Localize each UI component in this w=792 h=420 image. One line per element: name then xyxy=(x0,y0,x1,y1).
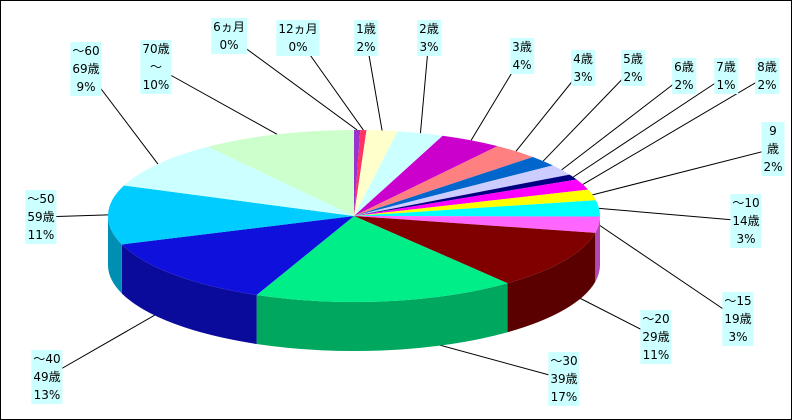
data-label: ～60 69歳 9% xyxy=(70,42,102,96)
slice xyxy=(256,216,508,302)
slice xyxy=(354,216,600,233)
slice xyxy=(354,131,443,216)
category-label: 1歳 xyxy=(356,22,376,36)
data-label: 2歳 3% xyxy=(417,20,441,56)
data-label: 9歳 2% xyxy=(761,122,785,176)
slice xyxy=(354,156,553,216)
value-label: 3% xyxy=(419,40,439,54)
leader-line xyxy=(561,75,685,171)
leader-line xyxy=(155,66,278,135)
category-label: 6ヵ月 xyxy=(213,20,245,34)
data-label: 3歳 4% xyxy=(510,38,534,74)
category-label: ～15 19歳 xyxy=(724,294,752,326)
leader-line xyxy=(598,224,739,320)
value-label: 2% xyxy=(757,78,777,92)
data-label: 12ヵ月 0% xyxy=(276,20,320,56)
slice xyxy=(354,130,367,216)
value-label: 3% xyxy=(573,70,593,84)
data-label: ～15 19歳 3% xyxy=(722,292,754,346)
leader-line xyxy=(228,35,358,131)
data-label: 6歳 2% xyxy=(672,58,696,94)
data-label: ～10 14歳 3% xyxy=(730,194,762,248)
leader-line xyxy=(592,148,774,196)
category-label: 9歳 xyxy=(766,124,780,156)
value-label: 2% xyxy=(763,160,783,174)
value-label: 0% xyxy=(219,38,239,52)
category-label: ～20 29歳 xyxy=(642,312,670,344)
slice xyxy=(354,146,533,216)
slice-side xyxy=(595,216,600,282)
value-label: 3% xyxy=(736,232,756,246)
value-label: 11% xyxy=(27,228,55,242)
data-label: ～50 59歳 11% xyxy=(25,190,57,244)
slice xyxy=(354,174,577,216)
value-label: 9% xyxy=(76,80,96,94)
category-label: 5歳 xyxy=(623,52,643,66)
category-label: 12ヵ月 xyxy=(278,22,318,36)
value-label: 2% xyxy=(356,40,376,54)
slice xyxy=(354,179,589,216)
value-label: 0% xyxy=(288,40,308,54)
data-label: ～20 29歳 11% xyxy=(640,310,672,364)
leader-line xyxy=(46,303,175,378)
value-label: 1% xyxy=(716,78,736,92)
data-label: 1歳 2% xyxy=(354,20,378,56)
category-label: ～40 49歳 xyxy=(33,352,61,384)
data-label: 70歳 ～ 10% xyxy=(140,40,172,94)
category-label: 6歳 xyxy=(674,60,694,74)
value-label: 2% xyxy=(623,70,643,84)
leader-line xyxy=(572,75,727,178)
category-label: ～50 59歳 xyxy=(27,192,55,224)
slice-side xyxy=(256,283,508,351)
slice xyxy=(354,200,600,217)
slice-sides xyxy=(108,216,600,351)
data-label: ～30 39歳 17% xyxy=(548,352,580,406)
category-label: ～60 69歳 xyxy=(72,44,100,76)
data-label: 6ヵ月 0% xyxy=(211,18,247,54)
value-label: 4% xyxy=(512,58,532,72)
slice xyxy=(354,135,498,216)
value-label: 13% xyxy=(33,388,61,402)
slice xyxy=(354,130,398,216)
leader-line xyxy=(542,67,634,162)
leader-line xyxy=(598,207,747,222)
category-label: 70歳 ～ xyxy=(142,42,170,74)
slice-side xyxy=(121,244,257,344)
value-label: 17% xyxy=(550,390,578,404)
slice xyxy=(354,130,361,216)
value-label: 2% xyxy=(674,78,694,92)
slice xyxy=(121,216,354,295)
data-label: 5歳 2% xyxy=(621,50,645,86)
category-label: ～10 14歳 xyxy=(732,196,760,228)
slice xyxy=(354,165,570,216)
category-label: 2歳 xyxy=(419,22,439,36)
value-label: 3% xyxy=(728,330,748,344)
data-label: 7歳 1% xyxy=(714,58,738,94)
leader-line xyxy=(582,75,768,185)
slice-tops xyxy=(107,130,600,302)
slice xyxy=(207,130,354,216)
data-label: ～40 49歳 13% xyxy=(31,350,63,404)
slice xyxy=(354,189,596,216)
slice-side xyxy=(108,216,122,294)
slice xyxy=(354,216,596,284)
category-label: 4歳 xyxy=(573,52,593,66)
slice-side xyxy=(507,232,596,333)
data-label: 4歳 3% xyxy=(571,50,595,86)
category-label: 8歳 xyxy=(757,60,777,74)
category-label: ～30 39歳 xyxy=(550,354,578,386)
category-label: 3歳 xyxy=(512,40,532,54)
slice xyxy=(123,146,354,216)
slice xyxy=(107,185,355,245)
data-label: 8歳 2% xyxy=(755,58,779,94)
category-label: 7歳 xyxy=(716,60,736,74)
value-label: 10% xyxy=(142,78,170,92)
value-label: 11% xyxy=(642,348,670,362)
